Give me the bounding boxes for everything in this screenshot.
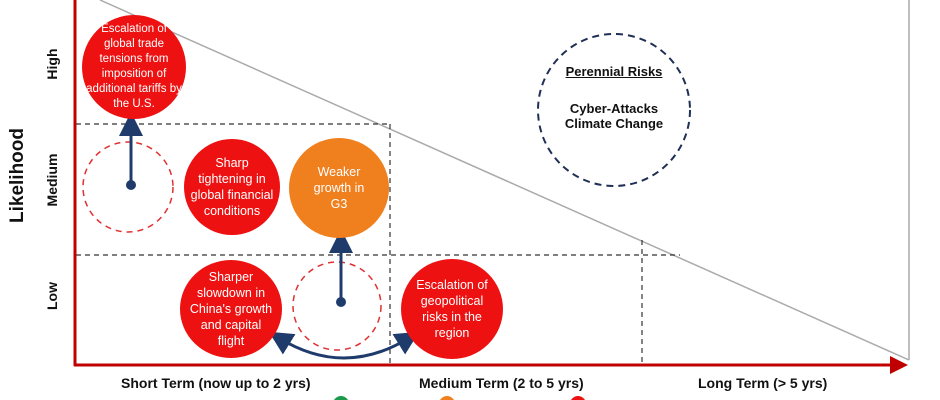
g3-origin-dot (336, 297, 346, 307)
perennial-risks-box: Perennial Risks Cyber-Attacks Climate Ch… (537, 36, 691, 184)
previous-position-g3 (292, 261, 382, 351)
y-level-medium: Medium (44, 153, 60, 207)
trade-origin-dot (126, 180, 136, 190)
perennial-title: Perennial Risks (565, 64, 663, 79)
china-geopolitical-link-arrow (268, 331, 420, 360)
perennial-circle (537, 33, 691, 187)
y-level-low: Low (44, 282, 60, 310)
x-level-long: Long Term (> 5 yrs) (698, 375, 828, 391)
risk-geopolitical: Escalation of geopolitical risks in the … (401, 259, 503, 359)
previous-position-trade (82, 141, 174, 233)
grid-dashes (76, 123, 680, 365)
y-axis-title: Likelihood (7, 128, 28, 223)
diagonal-boundary (99, 0, 910, 361)
risk-trade-tensions: Escalation of global trade tensions from… (82, 15, 186, 119)
y-level-high: High (44, 48, 60, 80)
legend-dot-high (571, 396, 585, 400)
legend-dot-low (334, 396, 348, 400)
perennial-item: Climate Change (564, 116, 664, 131)
risk-china-slowdown: Sharper slowdown in China's growth and c… (180, 260, 282, 358)
perennial-item: Cyber-Attacks (569, 101, 659, 116)
legend-dot-medium (440, 396, 454, 400)
x-level-medium: Medium Term (2 to 5 yrs) (419, 375, 584, 391)
risk-weaker-g3: Weaker growth in G3 (289, 138, 389, 238)
x-level-short: Short Term (now up to 2 yrs) (121, 375, 311, 391)
risk-financial-conditions: Sharp tightening in global financial con… (184, 139, 280, 235)
